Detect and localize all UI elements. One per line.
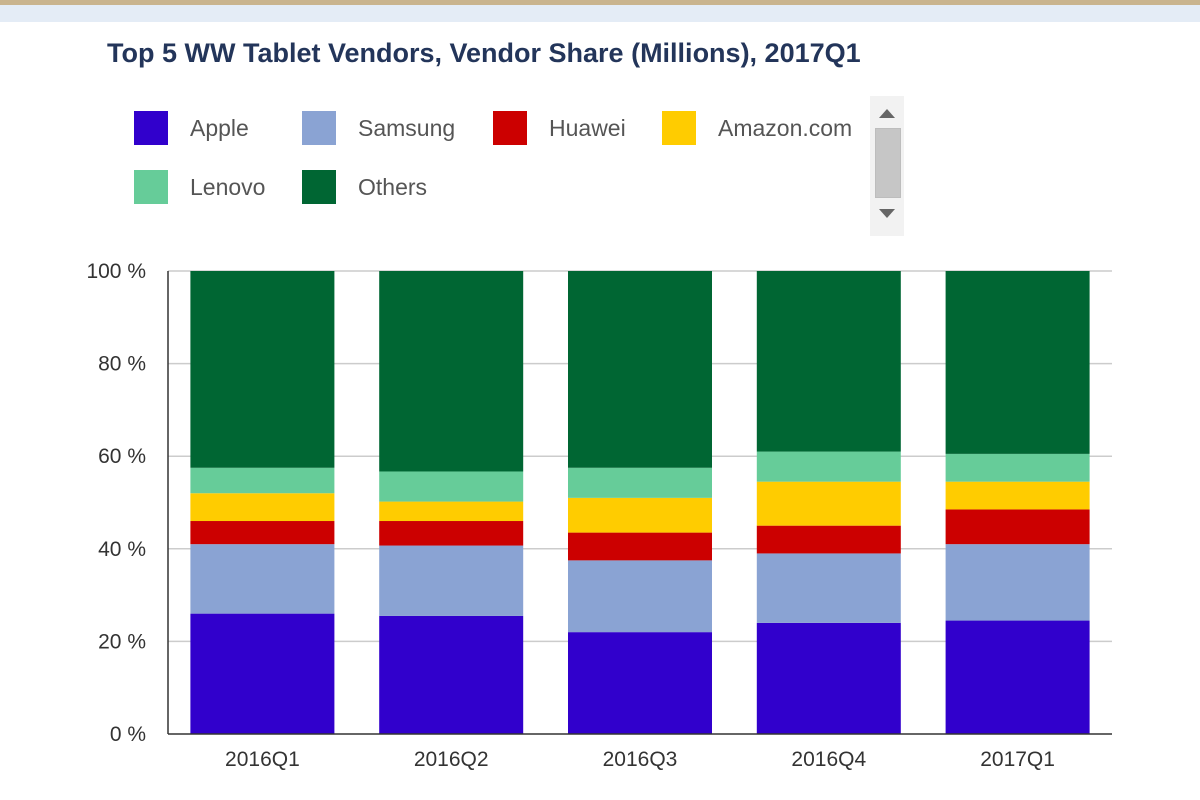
bar-segment-huawei[interactable] bbox=[756, 525, 901, 554]
bar-segment-lenovo[interactable] bbox=[945, 453, 1090, 482]
scroll-down-arrow-icon[interactable] bbox=[879, 209, 895, 218]
bar-segment-amazon-com[interactable] bbox=[945, 481, 1090, 510]
bar-segment-apple[interactable] bbox=[379, 615, 524, 734]
bar-segment-lenovo[interactable] bbox=[568, 467, 712, 498]
bar-segment-apple[interactable] bbox=[756, 622, 901, 734]
bar-segment-huawei[interactable] bbox=[190, 521, 335, 545]
legend-swatch-lenovo bbox=[134, 170, 168, 204]
bar-segment-amazon-com[interactable] bbox=[568, 497, 712, 533]
legend-item-amazon[interactable]: Amazon.com bbox=[662, 108, 852, 148]
bar-segment-amazon-com[interactable] bbox=[379, 501, 524, 522]
legend-swatch-amazon bbox=[662, 111, 696, 145]
y-tick-label: 100 % bbox=[86, 260, 146, 283]
bar-segment-samsung[interactable] bbox=[945, 544, 1090, 621]
bar-segment-others[interactable] bbox=[379, 271, 524, 472]
bar-segment-others[interactable] bbox=[756, 271, 901, 452]
y-tick-label: 0 % bbox=[110, 723, 146, 746]
bar-segment-samsung[interactable] bbox=[568, 560, 712, 633]
legend-label-samsung: Samsung bbox=[358, 114, 456, 141]
scroll-thumb[interactable] bbox=[875, 128, 901, 198]
bar-segment-samsung[interactable] bbox=[756, 553, 901, 623]
y-tick-label: 60 % bbox=[98, 445, 146, 468]
legend-swatch-huawei bbox=[493, 111, 527, 145]
legend-label-amazon: Amazon.com bbox=[718, 114, 853, 141]
chart-legend: Apple Samsung Huawei Amazon.com Lenovo O… bbox=[120, 96, 910, 236]
y-tick-label: 40 % bbox=[98, 538, 146, 561]
bar-segment-lenovo[interactable] bbox=[756, 451, 901, 482]
legend-label-apple: Apple bbox=[190, 114, 249, 141]
bar-segment-apple[interactable] bbox=[945, 620, 1090, 734]
legend-label-huawei: Huawei bbox=[549, 114, 626, 141]
x-tick-label: 2016Q2 bbox=[414, 748, 489, 771]
bar-segment-others[interactable] bbox=[190, 271, 335, 468]
bar-segment-samsung[interactable] bbox=[190, 544, 335, 614]
bar-segment-apple[interactable] bbox=[190, 613, 335, 734]
legend-swatch-apple bbox=[134, 111, 168, 145]
legend-item-others[interactable]: Others bbox=[302, 167, 427, 207]
legend-item-apple[interactable]: Apple bbox=[134, 108, 249, 148]
legend-swatch-others bbox=[302, 170, 336, 204]
top-border bbox=[0, 0, 1200, 5]
bar-segment-amazon-com[interactable] bbox=[190, 493, 335, 522]
chart-title: Top 5 WW Tablet Vendors, Vendor Share (M… bbox=[107, 38, 861, 68]
legend-label-others: Others bbox=[358, 173, 428, 200]
x-tick-label: 2016Q3 bbox=[603, 748, 678, 771]
header-strip bbox=[0, 5, 1200, 22]
bar-segment-huawei[interactable] bbox=[379, 521, 524, 546]
bar-segment-lenovo[interactable] bbox=[379, 471, 524, 502]
y-tick-label: 80 % bbox=[98, 353, 146, 376]
x-tick-label: 2017Q1 bbox=[980, 748, 1055, 771]
bar-segment-huawei[interactable] bbox=[945, 509, 1090, 545]
bar-segment-apple[interactable] bbox=[568, 632, 712, 734]
scroll-up-arrow-icon[interactable] bbox=[879, 109, 895, 118]
legend-item-lenovo[interactable]: Lenovo bbox=[134, 167, 265, 207]
y-tick-label: 20 % bbox=[98, 630, 146, 653]
legend-item-samsung[interactable]: Samsung bbox=[302, 108, 455, 148]
bar-segment-lenovo[interactable] bbox=[190, 467, 335, 494]
bar-segment-others[interactable] bbox=[568, 271, 712, 468]
x-tick-label: 2016Q1 bbox=[225, 748, 300, 771]
x-tick-label: 2016Q4 bbox=[791, 748, 866, 771]
bar-segment-others[interactable] bbox=[945, 271, 1090, 454]
legend-item-huawei[interactable]: Huawei bbox=[493, 108, 626, 148]
bar-segment-samsung[interactable] bbox=[379, 545, 524, 616]
bar-segment-huawei[interactable] bbox=[568, 532, 712, 561]
legend-swatch-samsung bbox=[302, 111, 336, 145]
legend-label-lenovo: Lenovo bbox=[190, 173, 266, 200]
bar-segment-amazon-com[interactable] bbox=[756, 481, 901, 526]
legend-scrollbar[interactable] bbox=[870, 96, 904, 236]
